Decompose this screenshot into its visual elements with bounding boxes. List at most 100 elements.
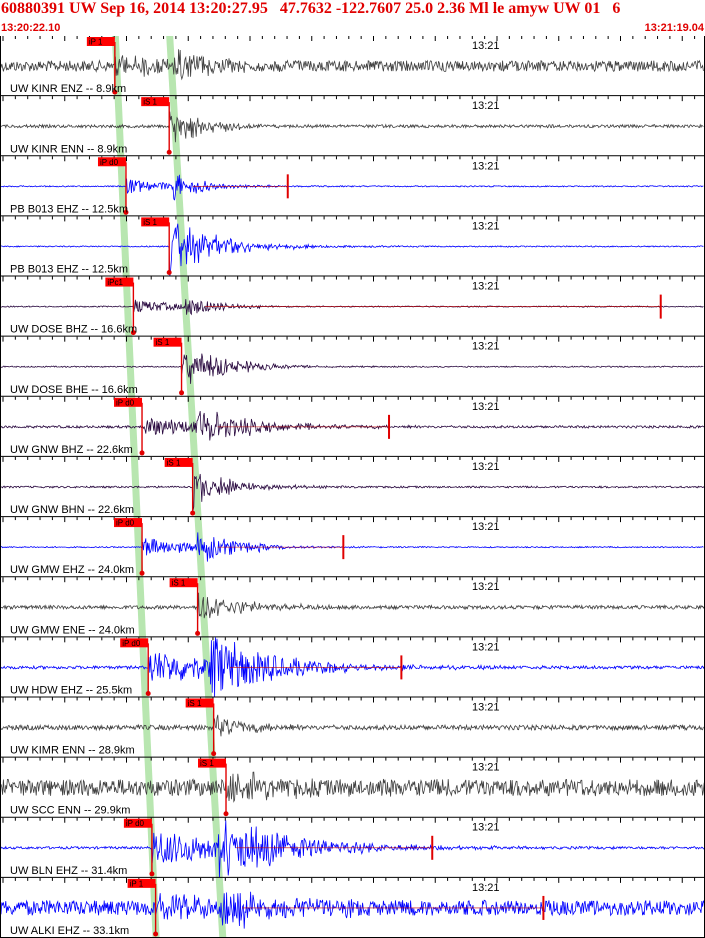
pick-box[interactable] bbox=[123, 818, 152, 828]
trace-rows: 13:21 iP 1 UW KINR ENZ -- 8.9km 13:21 iS 1 UW… bbox=[0, 36, 705, 938]
trace-row[interactable]: 13:21 iS 1 UW KINR ENN -- 8.9km bbox=[0, 96, 705, 157]
minute-tick-label: 13:21 bbox=[472, 641, 500, 653]
waveform bbox=[0, 592, 705, 619]
trace-row[interactable]: 13:21 iS 1 UW DOSE BHE -- 16.6km bbox=[0, 336, 705, 397]
station-label: UW ALKI EHZ -- 33.1km bbox=[10, 925, 129, 937]
pick-label: iS 1 bbox=[172, 579, 186, 588]
minute-tick-label: 13:21 bbox=[472, 581, 500, 593]
pick-end-dot bbox=[130, 330, 136, 336]
pick-label: iP 1 bbox=[89, 38, 103, 47]
waveform bbox=[0, 473, 705, 512]
trace-row[interactable]: 13:21 iP d0 UW GNW BHZ -- 22.6km bbox=[0, 396, 705, 457]
pick-end-dot bbox=[223, 811, 229, 817]
station-label: UW DOSE BHZ -- 16.6km bbox=[10, 324, 137, 336]
pick-box[interactable] bbox=[141, 97, 170, 107]
pick-end-dot bbox=[211, 751, 217, 757]
pick-label: iP 1 bbox=[130, 879, 144, 888]
pick-box[interactable] bbox=[153, 337, 182, 347]
station-label: UW KINR ENN -- 8.9km bbox=[10, 143, 127, 155]
minute-tick-label: 13:21 bbox=[472, 160, 500, 172]
pick-box[interactable] bbox=[127, 878, 156, 888]
station-label: UW GMW ENE -- 24.0km bbox=[10, 624, 135, 636]
pick-label: iS 1 bbox=[143, 98, 157, 107]
pick-label: iS 1 bbox=[188, 699, 202, 708]
waveform bbox=[0, 637, 705, 698]
trace-row[interactable]: 13:21 iP d0 UW BLN EHZ -- 31.4km bbox=[0, 817, 705, 878]
waveform bbox=[0, 771, 705, 803]
station-label: PB B013 EHZ -- 12.5km bbox=[10, 203, 128, 215]
pick-box[interactable] bbox=[185, 698, 214, 708]
pick-box[interactable] bbox=[105, 277, 134, 287]
pick-end-dot bbox=[139, 570, 145, 576]
station-label: UW DOSE BHE -- 16.6km bbox=[10, 384, 138, 396]
trace-row[interactable]: 13:21 iS 1 PB B013 EHZ -- 12.5km bbox=[0, 216, 705, 277]
trace-row[interactable]: 13:21 iS 1 UW KIMR ENN -- 28.9km bbox=[0, 697, 705, 758]
pick-end-dot bbox=[195, 630, 201, 636]
minute-tick-label: 13:21 bbox=[472, 220, 500, 232]
pick-label: iP d0 bbox=[116, 519, 135, 528]
trace-row[interactable]: 13:21 iS 1 UW GMW ENE -- 24.0km bbox=[0, 577, 705, 638]
station-label: UW GMW EHZ -- 24.0km bbox=[10, 564, 134, 576]
pick-end-dot bbox=[139, 450, 145, 456]
pick-box[interactable] bbox=[86, 37, 115, 46]
pick-end-dot bbox=[153, 931, 159, 937]
trace-row[interactable]: 13:21 iPc1 UW DOSE BHZ -- 16.6km bbox=[0, 276, 705, 337]
pick-label: iPc1 bbox=[107, 278, 123, 287]
pick-box[interactable] bbox=[169, 578, 198, 588]
station-label: UW KIMR ENN -- 28.9km bbox=[10, 745, 135, 757]
minute-tick-label: 13:21 bbox=[472, 281, 500, 293]
minute-tick-label: 13:21 bbox=[472, 762, 500, 774]
minute-tick-label: 13:21 bbox=[472, 822, 500, 834]
pick-label: iP d0 bbox=[122, 639, 141, 648]
window-end-time: 13:21:19.04 bbox=[644, 22, 704, 34]
trace-row[interactable]: 13:21 iP d0 PB B013 EHZ -- 12.5km bbox=[0, 156, 705, 217]
pick-box[interactable] bbox=[114, 518, 143, 528]
minute-tick-label: 13:21 bbox=[472, 461, 500, 473]
event-header: 60880391 UW Sep 16, 2014 13:20:27.95 47.… bbox=[0, 0, 705, 36]
pick-box[interactable] bbox=[198, 758, 227, 768]
pick-label: iS 1 bbox=[200, 759, 214, 768]
waveform bbox=[0, 714, 704, 737]
pick-label: iS 1 bbox=[156, 338, 170, 347]
minute-tick-label: 13:21 bbox=[472, 40, 500, 52]
pick-box[interactable] bbox=[97, 157, 126, 167]
pick-box[interactable] bbox=[114, 397, 143, 407]
seismogram-panel[interactable]: 13:21 iP 1 UW KINR ENZ -- 8.9km 13:21 iS 1 UW… bbox=[0, 36, 705, 938]
waveform bbox=[0, 174, 704, 201]
trace-row[interactable]: 13:21 iP 1 UW KINR ENZ -- 8.9km bbox=[0, 36, 705, 97]
waveform bbox=[0, 111, 704, 143]
station-label: UW GNW BHN -- 22.6km bbox=[10, 504, 134, 516]
trace-row[interactable]: 13:21 iP d0 UW HDW EHZ -- 25.5km bbox=[0, 637, 705, 698]
pick-label: iP d0 bbox=[116, 398, 135, 407]
pick-box[interactable] bbox=[141, 217, 170, 227]
pick-box[interactable] bbox=[120, 638, 149, 648]
pick-label: iP d0 bbox=[126, 819, 145, 828]
waveform bbox=[0, 532, 704, 562]
trace-row[interactable]: 13:21 iS 1 UW SCC ENN -- 29.9km bbox=[0, 757, 705, 818]
minute-tick-label: 13:21 bbox=[472, 701, 500, 713]
minute-tick-label: 13:21 bbox=[472, 521, 500, 533]
pick-label: iS 1 bbox=[143, 218, 157, 227]
pick-end-dot bbox=[166, 270, 172, 276]
window-start-time: 13:20:22.10 bbox=[1, 22, 61, 34]
pick-end-dot bbox=[190, 510, 196, 516]
pick-label: iS 1 bbox=[167, 458, 181, 467]
waveform bbox=[0, 353, 704, 384]
pick-end-dot bbox=[145, 690, 151, 696]
pick-box[interactable] bbox=[164, 457, 193, 467]
pick-label: iP d0 bbox=[100, 158, 119, 167]
trace-row[interactable]: 13:21 iS 1 UW GNW BHN -- 22.6km bbox=[0, 456, 705, 518]
minute-tick-label: 13:21 bbox=[472, 341, 500, 353]
minute-tick-label: 13:21 bbox=[472, 100, 500, 112]
waveform bbox=[0, 49, 704, 81]
station-label: UW KINR ENZ -- 8.9km bbox=[10, 83, 126, 95]
pick-end-dot bbox=[149, 871, 155, 877]
trace-row[interactable]: 13:21 iP d0 UW GMW EHZ -- 24.0km bbox=[0, 517, 705, 578]
pick-end-dot bbox=[112, 89, 118, 95]
pick-end-dot bbox=[179, 390, 185, 396]
waveform bbox=[0, 223, 704, 277]
station-label: UW BLN EHZ -- 31.4km bbox=[10, 865, 127, 877]
pick-end-dot bbox=[166, 149, 172, 155]
station-label: UW HDW EHZ -- 25.5km bbox=[10, 684, 132, 696]
waveform bbox=[0, 891, 705, 929]
